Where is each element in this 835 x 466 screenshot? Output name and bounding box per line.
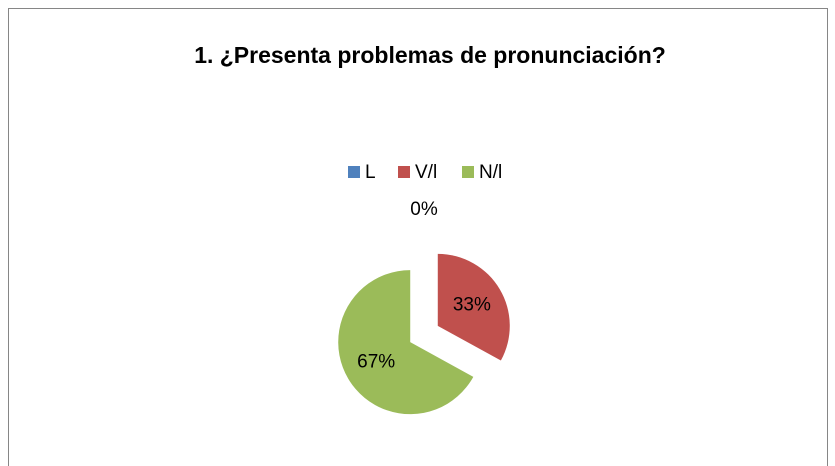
data-label: 0% (410, 199, 438, 220)
legend-label: L (365, 162, 376, 183)
pie-slice (437, 253, 510, 361)
legend-label: N/l (479, 162, 502, 183)
chart-title: 1. ¿Presenta problemas de pronunciación? (194, 42, 666, 68)
pie-slice (338, 270, 474, 415)
legend-swatch (462, 166, 474, 178)
data-label: 33% (453, 295, 491, 316)
data-label: 67% (357, 351, 395, 372)
legend-label: V/l (415, 162, 437, 183)
legend-swatch (348, 166, 360, 178)
legend-swatch (398, 166, 410, 178)
